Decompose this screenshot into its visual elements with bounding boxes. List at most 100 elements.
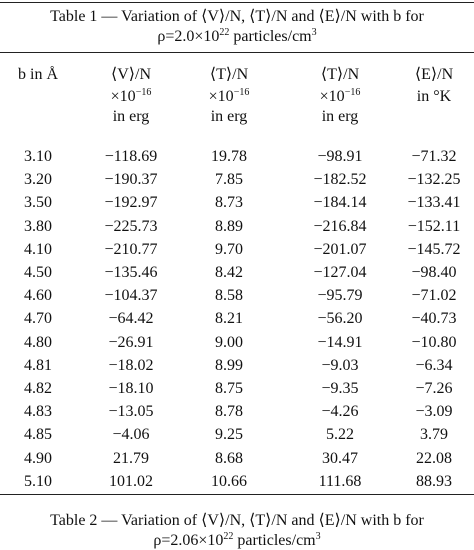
superscript: 3 — [311, 27, 317, 38]
table-cell: 9.00 — [215, 333, 243, 351]
table-cell: 4.90 — [24, 449, 52, 467]
table-cell: −4.26 — [321, 403, 359, 421]
table-cell: 8.73 — [215, 194, 243, 212]
table-cell: −98.91 — [317, 148, 363, 165]
table-cell: −145.72 — [407, 240, 461, 258]
table-cell: 9.25 — [215, 426, 243, 444]
table-cell: −10.80 — [411, 333, 457, 351]
table-cell: 4.80 — [24, 333, 52, 351]
table-cell: −9.03 — [321, 356, 359, 374]
caption-text: ρ=2.0×10 — [157, 28, 220, 45]
column-header: b in Å — [18, 66, 58, 83]
table-cell: −132.25 — [407, 171, 461, 189]
table-cell: 22.08 — [416, 449, 452, 467]
caption-line: Table 1 — Variation of ⟨V⟩/N, ⟨T⟩/N and … — [50, 8, 424, 25]
scale-base: ×10 — [110, 88, 136, 105]
top-rule — [0, 2, 474, 3]
table-cell: 30.47 — [322, 449, 358, 467]
table-cell: −133.41 — [407, 194, 461, 212]
superscript: 3 — [315, 531, 321, 542]
table-cell: 8.78 — [215, 403, 243, 421]
table-cell: −104.37 — [104, 287, 158, 305]
table-cell: 8.89 — [215, 217, 243, 235]
table-cell: 3.20 — [24, 171, 52, 189]
table-cell: −118.69 — [104, 148, 158, 165]
caption-text: particles/cm — [233, 532, 316, 549]
caption-line: ρ=2.0×1022 particles/cm3 — [0, 28, 474, 46]
scale-base: ×10 — [208, 88, 234, 105]
column-scale: ×10−16 — [174, 88, 284, 106]
table-cell: −201.07 — [313, 240, 367, 258]
superscript: −16 — [344, 87, 361, 98]
table-cell: 4.70 — [24, 310, 52, 328]
superscript: −16 — [233, 87, 250, 98]
table-cell: −98.40 — [411, 264, 457, 281]
table-cell: 7.85 — [215, 171, 243, 189]
table-cell: 4.85 — [24, 426, 52, 444]
table-cell: −216.84 — [313, 217, 367, 235]
table-cell: 4.10 — [24, 240, 52, 258]
caption-line: ρ=2.06×1022 particles/cm3 — [0, 532, 474, 550]
scale-base: ×10 — [319, 88, 345, 105]
table-cell: −13.05 — [108, 403, 154, 421]
table-cell: −192.97 — [104, 194, 158, 212]
column-scale: ×10−16 — [285, 88, 395, 106]
table-cell: −6.34 — [415, 356, 453, 374]
superscript: 22 — [223, 531, 234, 542]
column-header: ⟨T⟩/N — [320, 66, 360, 83]
column-header: ⟨T⟩/N — [209, 66, 249, 83]
table-cell: −64.42 — [108, 310, 154, 328]
table-cell: 9.70 — [215, 240, 243, 258]
superscript: −16 — [135, 87, 152, 98]
caption-text: particles/cm — [229, 28, 312, 45]
caption-line: Table 2 — Variation of ⟨V⟩/N, ⟨T⟩/N and … — [50, 512, 424, 529]
column-header: ⟨V⟩/N — [110, 66, 152, 83]
table-cell: 3.79 — [420, 426, 448, 444]
table-cell: 21.79 — [113, 449, 149, 467]
table-cell: 88.93 — [416, 472, 452, 490]
table-cell: −7.26 — [415, 380, 453, 397]
table-cell: 19.78 — [211, 148, 247, 165]
superscript: 22 — [219, 27, 230, 38]
table-cell: −152.11 — [407, 217, 461, 235]
table-cell: 3.10 — [24, 148, 52, 165]
table-cell: 4.50 — [24, 264, 52, 281]
column-scale: ×10−16 — [76, 88, 186, 106]
table-cell: −71.02 — [411, 287, 457, 305]
table-cell: 4.82 — [24, 380, 52, 397]
table-cell: −127.04 — [313, 264, 367, 281]
column-unit: in °K — [416, 88, 452, 105]
bottom-rule — [0, 494, 474, 495]
column-unit: in erg — [321, 108, 359, 125]
table-cell: 8.21 — [215, 310, 243, 328]
table-cell: 101.02 — [109, 472, 153, 490]
table-cell: 8.42 — [215, 264, 243, 281]
table-cell: −18.10 — [108, 380, 154, 397]
table-cell: −210.77 — [104, 240, 158, 258]
caption-text: ρ=2.06×10 — [153, 532, 224, 549]
table-cell: 10.66 — [211, 472, 247, 490]
table-cell: −225.73 — [104, 217, 158, 235]
table-cell: −71.32 — [411, 148, 457, 165]
table-cell: −135.46 — [104, 264, 158, 281]
table-cell: 8.99 — [215, 356, 243, 374]
table-cell: 3.80 — [24, 217, 52, 235]
table-cell: −40.73 — [411, 310, 457, 328]
table-cell: 4.60 — [24, 287, 52, 305]
table-cell: −56.20 — [317, 310, 363, 328]
table-cell: 4.81 — [24, 356, 52, 374]
column-header: ⟨E⟩/N — [414, 66, 454, 83]
table-cell: 8.75 — [215, 380, 243, 397]
caption-rule — [0, 52, 474, 53]
table-cell: −4.06 — [112, 426, 150, 444]
table-cell: 3.50 — [24, 194, 52, 212]
column-unit: in erg — [112, 108, 150, 125]
table-cell: 8.68 — [215, 449, 243, 467]
table-cell: 5.22 — [326, 426, 354, 444]
table-cell: −3.09 — [415, 403, 453, 421]
table-cell: −18.02 — [108, 356, 154, 374]
table-cell: 8.58 — [215, 287, 243, 305]
table-cell: −9.35 — [321, 380, 359, 397]
table-cell: 111.68 — [318, 472, 362, 490]
